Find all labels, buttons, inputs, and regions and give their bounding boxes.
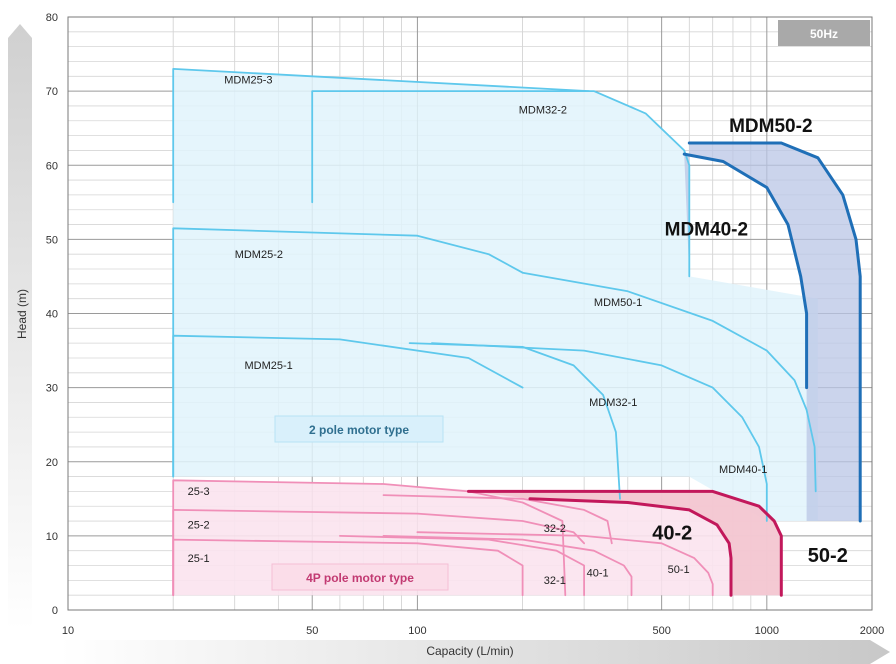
- group-fills: [173, 68, 861, 596]
- x-tick-label: 500: [652, 625, 670, 637]
- curve-labels: MDM25-3 MDM32-2 MDM25-2 MDM50-1 MDM25-1 MDM32…: [188, 75, 848, 587]
- y-tick-label: 10: [46, 531, 58, 543]
- curve-label-mdm32-2: MDM32-2: [519, 104, 567, 116]
- x-tick-label: 1000: [755, 625, 779, 637]
- curve-label-mdm25-2: MDM25-2: [235, 249, 283, 261]
- curve-mdm25-3: [172, 68, 590, 204]
- curve-40-2: [528, 497, 733, 597]
- y-tick-labels: 0 10 20 30 40 50 60 70 80: [46, 12, 58, 617]
- region-mdm-2-series: [684, 143, 861, 521]
- y-tick-label: 0: [52, 605, 58, 617]
- y-tick-label: 50: [46, 234, 58, 246]
- curve-label-40-1: 40-1: [587, 568, 609, 580]
- region-2pole: [173, 68, 818, 522]
- curve-label-25-2: 25-2: [188, 519, 210, 531]
- x-tick-label: 50: [306, 625, 318, 637]
- curve-label-32-1: 32-1: [544, 575, 566, 587]
- curve-50-2: [467, 489, 783, 597]
- curve-32-1: [339, 535, 585, 597]
- curve-32-2: [382, 494, 613, 545]
- legend-2pole-box: [274, 415, 444, 443]
- curve-label-32-2: 32-2: [544, 523, 566, 535]
- curve-label-50-1: 50-1: [668, 564, 690, 576]
- plot-frame: [67, 16, 873, 611]
- y-axis-label: Head (m): [15, 289, 29, 339]
- curve-label-mdm25-1: MDM25-1: [245, 360, 293, 372]
- y-tick-label: 30: [46, 383, 58, 395]
- y-tick-label: 40: [46, 309, 58, 321]
- curve-label-mdm50-2: MDM50-2: [729, 116, 812, 137]
- legend-4pole-label: 4P pole motor type: [306, 571, 414, 585]
- curve-25-2: [172, 509, 585, 597]
- curve-label-25-1: 25-1: [188, 553, 210, 565]
- curve-label-mdm40-2: MDM40-2: [665, 220, 748, 241]
- region-4pole-2-series: [468, 491, 782, 596]
- x-tick-label: 2000: [860, 625, 884, 637]
- x-axis-arrow-icon: [60, 640, 890, 664]
- curve-mdm50-1: [521, 271, 817, 493]
- legend-4pole-box: [271, 563, 449, 591]
- curve-25-1: [172, 538, 524, 597]
- curve-mdm40-2: [682, 152, 809, 390]
- y-tick-label: 80: [46, 12, 58, 24]
- curve-label-25-3: 25-3: [188, 486, 210, 498]
- curve-mdm32-2: [311, 90, 691, 278]
- y-tick-label: 20: [46, 457, 58, 469]
- curve-label-mdm50-1: MDM50-1: [594, 297, 642, 309]
- curve-label-mdm32-1: MDM32-1: [589, 397, 637, 409]
- curve-50-1: [416, 531, 714, 597]
- curve-mdm25-1: [172, 334, 524, 478]
- curve-40-1: [382, 535, 633, 597]
- x-tick-labels: 10 50 100 500 1000 2000: [62, 625, 884, 637]
- x-axis-label: Capacity (L/min): [426, 644, 513, 658]
- frequency-badge-text: 50Hz: [810, 27, 838, 41]
- curve-label-40-2: 40-2: [652, 523, 692, 545]
- curve-label-mdm25-3: MDM25-3: [224, 75, 272, 87]
- x-tick-label: 10: [62, 625, 74, 637]
- pump-curves: [172, 68, 862, 597]
- curve-mdm25-2: [172, 227, 524, 478]
- y-tick-label: 60: [46, 160, 58, 172]
- frequency-badge: [778, 20, 870, 46]
- curve-mdm40-1: [431, 342, 768, 522]
- x-tick-label: 100: [408, 625, 426, 637]
- legend-2pole-label: 2 pole motor type: [309, 423, 409, 437]
- curve-label-mdm40-1: MDM40-1: [719, 464, 767, 476]
- y-axis-arrow-icon: [8, 24, 32, 630]
- y-tick-label: 70: [46, 86, 58, 98]
- curve-label-50-2: 50-2: [808, 545, 848, 567]
- curve-mdm50-2: [687, 141, 862, 523]
